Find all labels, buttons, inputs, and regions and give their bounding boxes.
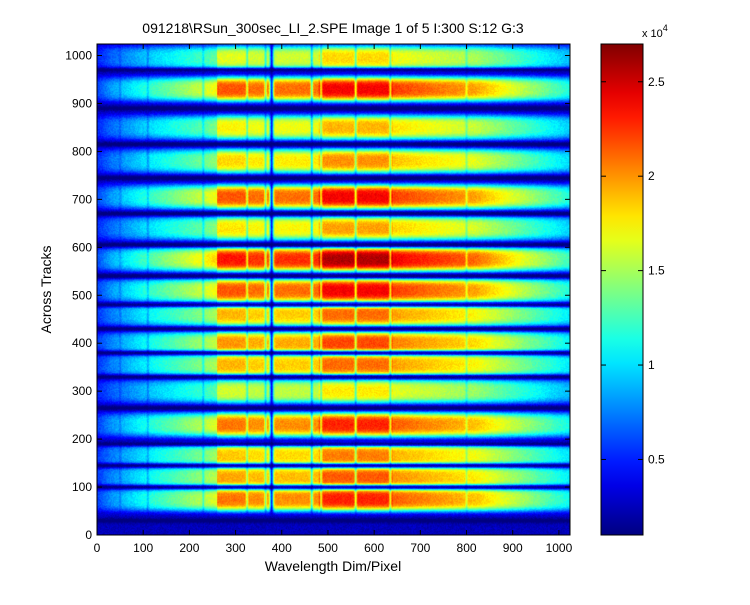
y-tick-label: 800 (72, 144, 92, 158)
y-tick-label: 700 (72, 192, 92, 206)
x-tick-label: 400 (272, 541, 292, 555)
y-tick-label: 600 (72, 240, 92, 254)
y-tick-label: 900 (72, 96, 92, 110)
heatmap-plot-area[interactable] (96, 43, 571, 536)
y-tick-label: 400 (72, 336, 92, 350)
colorbar-frame (600, 43, 644, 536)
x-tick-label: 800 (457, 541, 477, 555)
x-axis-label: Wavelength Dim/Pixel (265, 558, 401, 574)
x-tick-label: 300 (226, 541, 246, 555)
x-tick-label: 200 (179, 541, 199, 555)
x-tick-label: 900 (503, 541, 523, 555)
colorbar-exponent: x 104 (642, 23, 668, 40)
y-tick-label: 0 (85, 528, 92, 542)
colorbar-tick-label: 2.5 (648, 75, 665, 89)
colorbar: 0.5 1 1.5 2 2.5 x 104 (600, 23, 668, 536)
x-tick-label: 600 (364, 541, 384, 555)
colorbar-tick-label: 1 (648, 358, 655, 372)
x-tick-label: 1000 (546, 541, 573, 555)
colorbar-tick-label: 2 (648, 169, 655, 183)
x-tick-label: 700 (410, 541, 430, 555)
x-tick-label: 0 (94, 541, 101, 555)
y-axis-label: Across Tracks (38, 246, 54, 334)
y-tick-label: 200 (72, 432, 92, 446)
y-tick-label: 1000 (65, 49, 92, 63)
colorbar-ticks: 0.5 1 1.5 2 2.5 (601, 75, 665, 466)
y-tick-label: 300 (72, 384, 92, 398)
colorbar-tick-label: 1.5 (648, 264, 665, 278)
y-tick-label: 100 (72, 480, 92, 494)
x-tick-label: 100 (133, 541, 153, 555)
y-axis-ticks: 0 100 200 300 400 500 600 700 800 900 1000 (65, 49, 570, 542)
x-axis-ticks: 0 100 200 300 400 500 600 700 800 900 1000 (94, 44, 573, 555)
colorbar-gradient (601, 44, 643, 535)
y-tick-label: 500 (72, 288, 92, 302)
spectrum-heatmap-image (97, 44, 570, 535)
colorbar-tick-label: 0.5 (648, 452, 665, 466)
x-tick-label: 500 (318, 541, 338, 555)
plot-frame (96, 43, 571, 536)
chart-title: 091218\RSun_300sec_LI_2.SPE Image 1 of 5… (142, 20, 524, 36)
